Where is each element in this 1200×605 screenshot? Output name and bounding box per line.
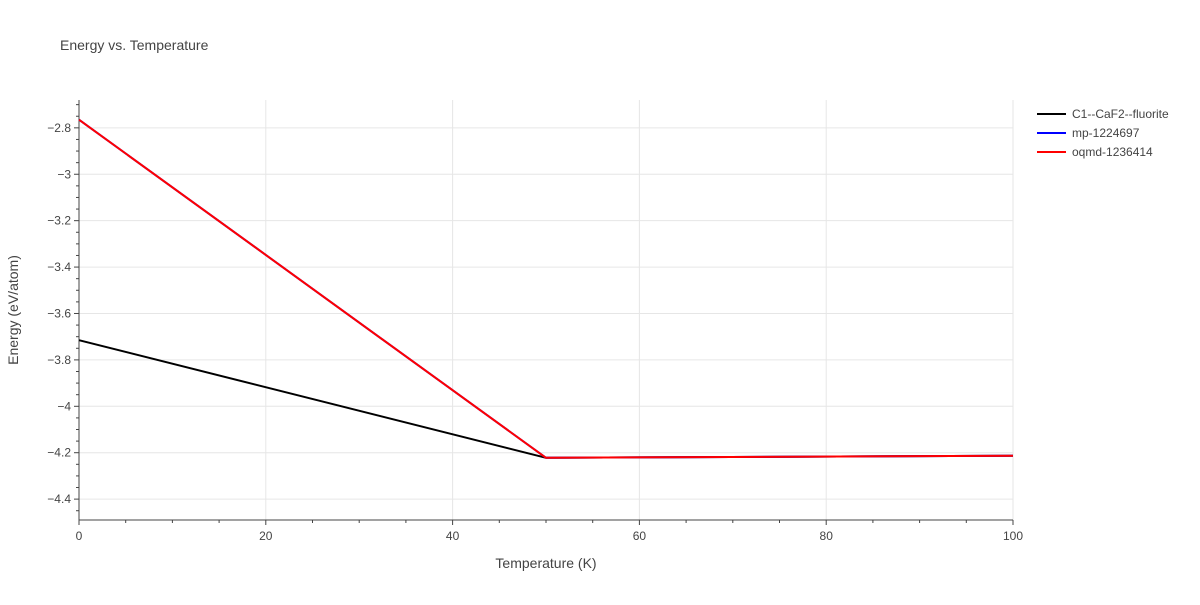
legend-label: oqmd-1236414 bbox=[1072, 145, 1153, 159]
y-tick-label: −3.4 bbox=[47, 260, 71, 274]
y-tick-label: −3 bbox=[57, 167, 71, 181]
x-tick-label: 20 bbox=[259, 529, 273, 543]
legend-item-mp-1224697[interactable]: mp-1224697 bbox=[1037, 126, 1140, 140]
legend[interactable]: C1--CaF2--fluorite mp-1224697 oqmd-1236414 bbox=[1037, 107, 1169, 159]
legend-item-C1--CaF2--fluorite[interactable]: C1--CaF2--fluorite bbox=[1037, 107, 1169, 121]
axes bbox=[74, 100, 1014, 525]
legend-label: mp-1224697 bbox=[1072, 126, 1140, 140]
tick-labels: 0 20 40 60 80 100 −2.8 −3 −3.2 −3.4 −3.6 −3.8 −4 −4.2… bbox=[47, 121, 1023, 543]
series-lines bbox=[78, 118, 1014, 459]
x-tick-label: 40 bbox=[446, 529, 460, 543]
chart-title: Energy vs. Temperature bbox=[60, 37, 209, 53]
y-tick-label: −3.8 bbox=[47, 353, 71, 367]
y-axis-title: Energy (eV/atom) bbox=[5, 255, 21, 365]
y-tick-label: −4 bbox=[57, 399, 71, 413]
legend-label: C1--CaF2--fluorite bbox=[1072, 107, 1169, 121]
x-tick-label: 80 bbox=[820, 529, 834, 543]
y-tick-label: −4.4 bbox=[47, 492, 71, 506]
grid-lines bbox=[79, 100, 1014, 520]
x-axis-title: Temperature (K) bbox=[495, 555, 596, 571]
series-line-oqmd-1236414[interactable] bbox=[78, 118, 1014, 459]
x-tick-label: 0 bbox=[76, 529, 83, 543]
x-tick-label: 100 bbox=[1003, 529, 1023, 543]
y-tick-label: −3.6 bbox=[47, 306, 71, 320]
legend-item-oqmd-1236414[interactable]: oqmd-1236414 bbox=[1037, 145, 1153, 159]
y-tick-label: −3.2 bbox=[47, 214, 71, 228]
x-tick-label: 60 bbox=[633, 529, 647, 543]
y-tick-label: −2.8 bbox=[47, 121, 71, 135]
y-tick-label: −4.2 bbox=[47, 446, 71, 460]
